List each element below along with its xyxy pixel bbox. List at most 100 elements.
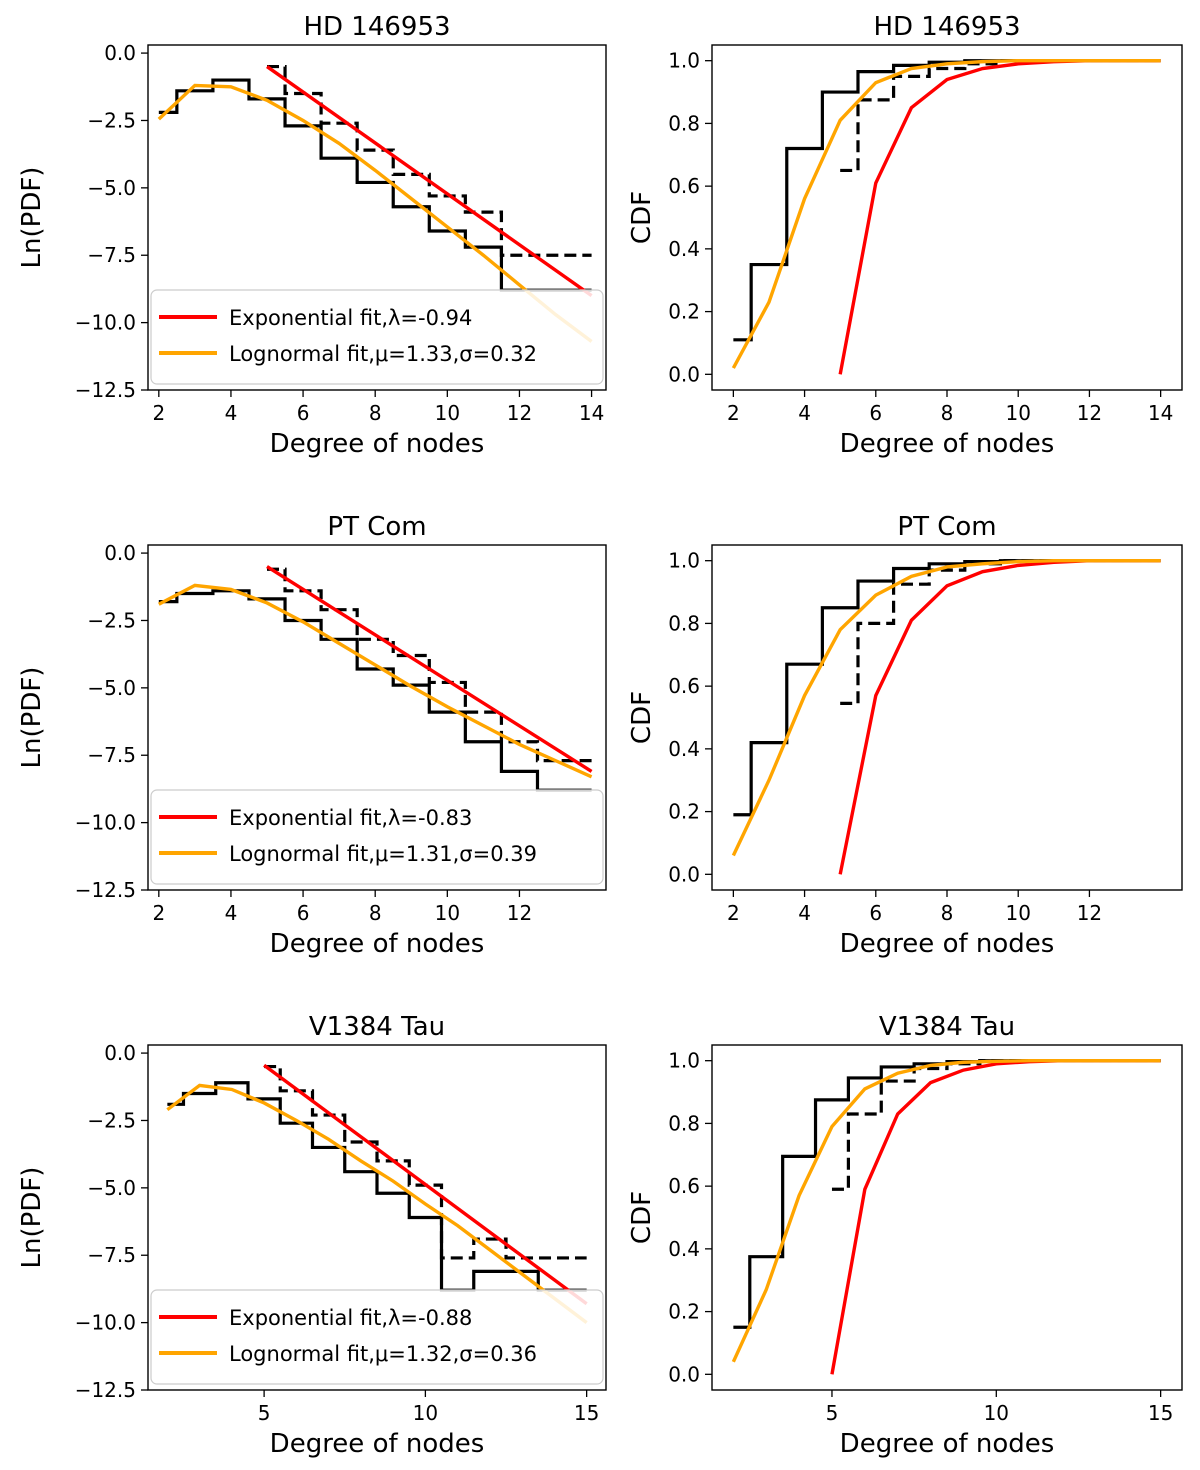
axes-frame [711, 544, 1183, 891]
x-tick-label: 2 [727, 401, 740, 425]
y-tick-label: −5.0 [87, 1176, 136, 1200]
x-tick-label: 4 [225, 901, 238, 925]
x-tick-label: 12 [507, 901, 532, 925]
plot-area [166, 1063, 588, 1324]
series-step-solid-0 [167, 1081, 587, 1292]
x-axis-label: Degree of nodes [840, 429, 1055, 459]
plot-area [731, 58, 1161, 375]
chart-panel-0: HD 146953 2 4 6 8 10 12 14 0.0 −2.5 −5.0 −7.5 −10.0 −… [17, 12, 607, 459]
x-tick-label: 8 [941, 401, 954, 425]
chart-panel-5: V1384 Tau 5 10 15 0.0 0.2 0.4 0.6 0.8 1.0 Degree o… [627, 1012, 1183, 1459]
x-tick-label: 14 [579, 401, 604, 425]
x-tick-label: 6 [869, 401, 882, 425]
series-line-2 [838, 58, 1161, 375]
x-tick-label: 10 [413, 1401, 438, 1425]
x-tick-label: 4 [798, 901, 811, 925]
chart-title: HD 146953 [303, 12, 450, 42]
y-tick-label: −7.5 [87, 1243, 136, 1267]
x-tick-label: 2 [152, 901, 165, 925]
x-tick-label: 14 [1148, 401, 1173, 425]
y-tick-label: 0.8 [668, 611, 700, 635]
x-tick-label: 10 [1005, 901, 1030, 925]
chart-panel-3: PT Com 2 4 6 8 10 12 0.0 0.2 0.4 0.6 0.8 1.0 Degree o… [627, 512, 1183, 959]
series-step-solid-0 [158, 589, 592, 792]
y-tick-label: −7.5 [87, 743, 136, 767]
y-tick-label: 0.2 [668, 1300, 700, 1324]
x-axis-label: Degree of nodes [270, 1429, 485, 1459]
plot-area [731, 558, 1161, 875]
series-step-solid-0 [733, 59, 1161, 342]
x-tick-label: 10 [435, 401, 460, 425]
x-axis-label: Degree of nodes [270, 429, 485, 459]
y-tick-label: −2.5 [87, 108, 136, 132]
y-tick-label: 0.6 [668, 174, 700, 198]
y-tick-label: 0.0 [104, 541, 136, 565]
y-axis-label: Ln(PDF) [17, 667, 47, 769]
x-tick-label: 10 [1005, 401, 1030, 425]
legend-entry: Exponential fit,λ=-0.83 [229, 806, 472, 830]
series-line-2 [266, 565, 593, 773]
x-tick-label: 4 [798, 401, 811, 425]
series-step-dashed-1 [267, 567, 592, 763]
y-tick-label: 0.2 [668, 800, 700, 824]
y-tick-label: −2.5 [87, 608, 136, 632]
y-tick-label: −2.5 [87, 1108, 136, 1132]
series-line-2 [266, 65, 593, 298]
y-tick-label: 1.0 [668, 549, 700, 573]
y-tick-label: −12.5 [75, 878, 136, 902]
x-tick-label: 2 [727, 901, 740, 925]
series-step-dashed-1 [264, 1064, 587, 1260]
plot-area [731, 1058, 1161, 1375]
y-axis-label: CDF [627, 691, 657, 744]
series-step-dashed-1 [267, 64, 592, 257]
x-axis-label: Degree of nodes [840, 929, 1055, 959]
plot-area [157, 64, 593, 343]
x-axis-label: Degree of nodes [840, 1429, 1055, 1459]
y-tick-label: 0.6 [668, 674, 700, 698]
x-axis-label: Degree of nodes [270, 929, 485, 959]
y-tick-label: −10.0 [75, 311, 136, 335]
x-tick-label: 6 [297, 401, 310, 425]
y-axis-label: Ln(PDF) [17, 167, 47, 269]
y-axis-label: Ln(PDF) [17, 1167, 47, 1269]
series-line-3 [731, 1058, 1161, 1363]
legend-entry: Exponential fit,λ=-0.88 [229, 1306, 472, 1330]
axes-frame [147, 544, 607, 891]
x-tick-label: 6 [297, 901, 310, 925]
y-tick-label: −10.0 [75, 811, 136, 835]
y-tick-label: −5.0 [87, 676, 136, 700]
axes-frame [711, 1044, 1183, 1391]
series-line-3 [157, 83, 593, 343]
legend-entry: Lognormal fit,μ=1.31,σ=0.39 [229, 842, 537, 866]
plot-area [158, 565, 593, 792]
y-tick-label: −12.5 [75, 378, 136, 402]
y-tick-label: 0.6 [668, 1174, 700, 1198]
y-tick-label: 0.8 [668, 111, 700, 135]
series-line-2 [263, 1063, 588, 1306]
y-tick-label: 0.2 [668, 300, 700, 324]
y-axis-label: CDF [627, 1191, 657, 1244]
legend-entry: Lognormal fit,μ=1.32,σ=0.36 [229, 1342, 537, 1366]
x-tick-label: 8 [369, 401, 382, 425]
x-tick-label: 8 [369, 901, 382, 925]
x-tick-label: 8 [941, 901, 954, 925]
y-tick-label: 0.0 [668, 362, 700, 386]
chart-title: V1384 Tau [309, 1012, 445, 1042]
chart-panel-4: V1384 Tau 5 10 15 0.0 −2.5 −5.0 −7.5 −10.0 −12.5 D… [17, 1012, 607, 1459]
axes-frame [147, 1044, 607, 1391]
y-tick-label: 0.0 [104, 41, 136, 65]
series-line-3 [731, 558, 1161, 857]
chart-title: HD 146953 [873, 12, 1020, 42]
series-line-3 [166, 1083, 588, 1324]
chart-title: V1384 Tau [879, 1012, 1015, 1042]
y-tick-label: −7.5 [87, 243, 136, 267]
legend-entry: Lognormal fit,μ=1.33,σ=0.32 [229, 342, 537, 366]
x-tick-label: 15 [574, 1401, 599, 1425]
y-tick-label: −12.5 [75, 1378, 136, 1402]
axes-frame [147, 44, 607, 391]
series-line-3 [731, 58, 1161, 369]
y-tick-label: 0.4 [668, 737, 700, 761]
y-tick-label: −10.0 [75, 1311, 136, 1335]
y-tick-label: −5.0 [87, 176, 136, 200]
series-step-solid-0 [158, 78, 592, 292]
